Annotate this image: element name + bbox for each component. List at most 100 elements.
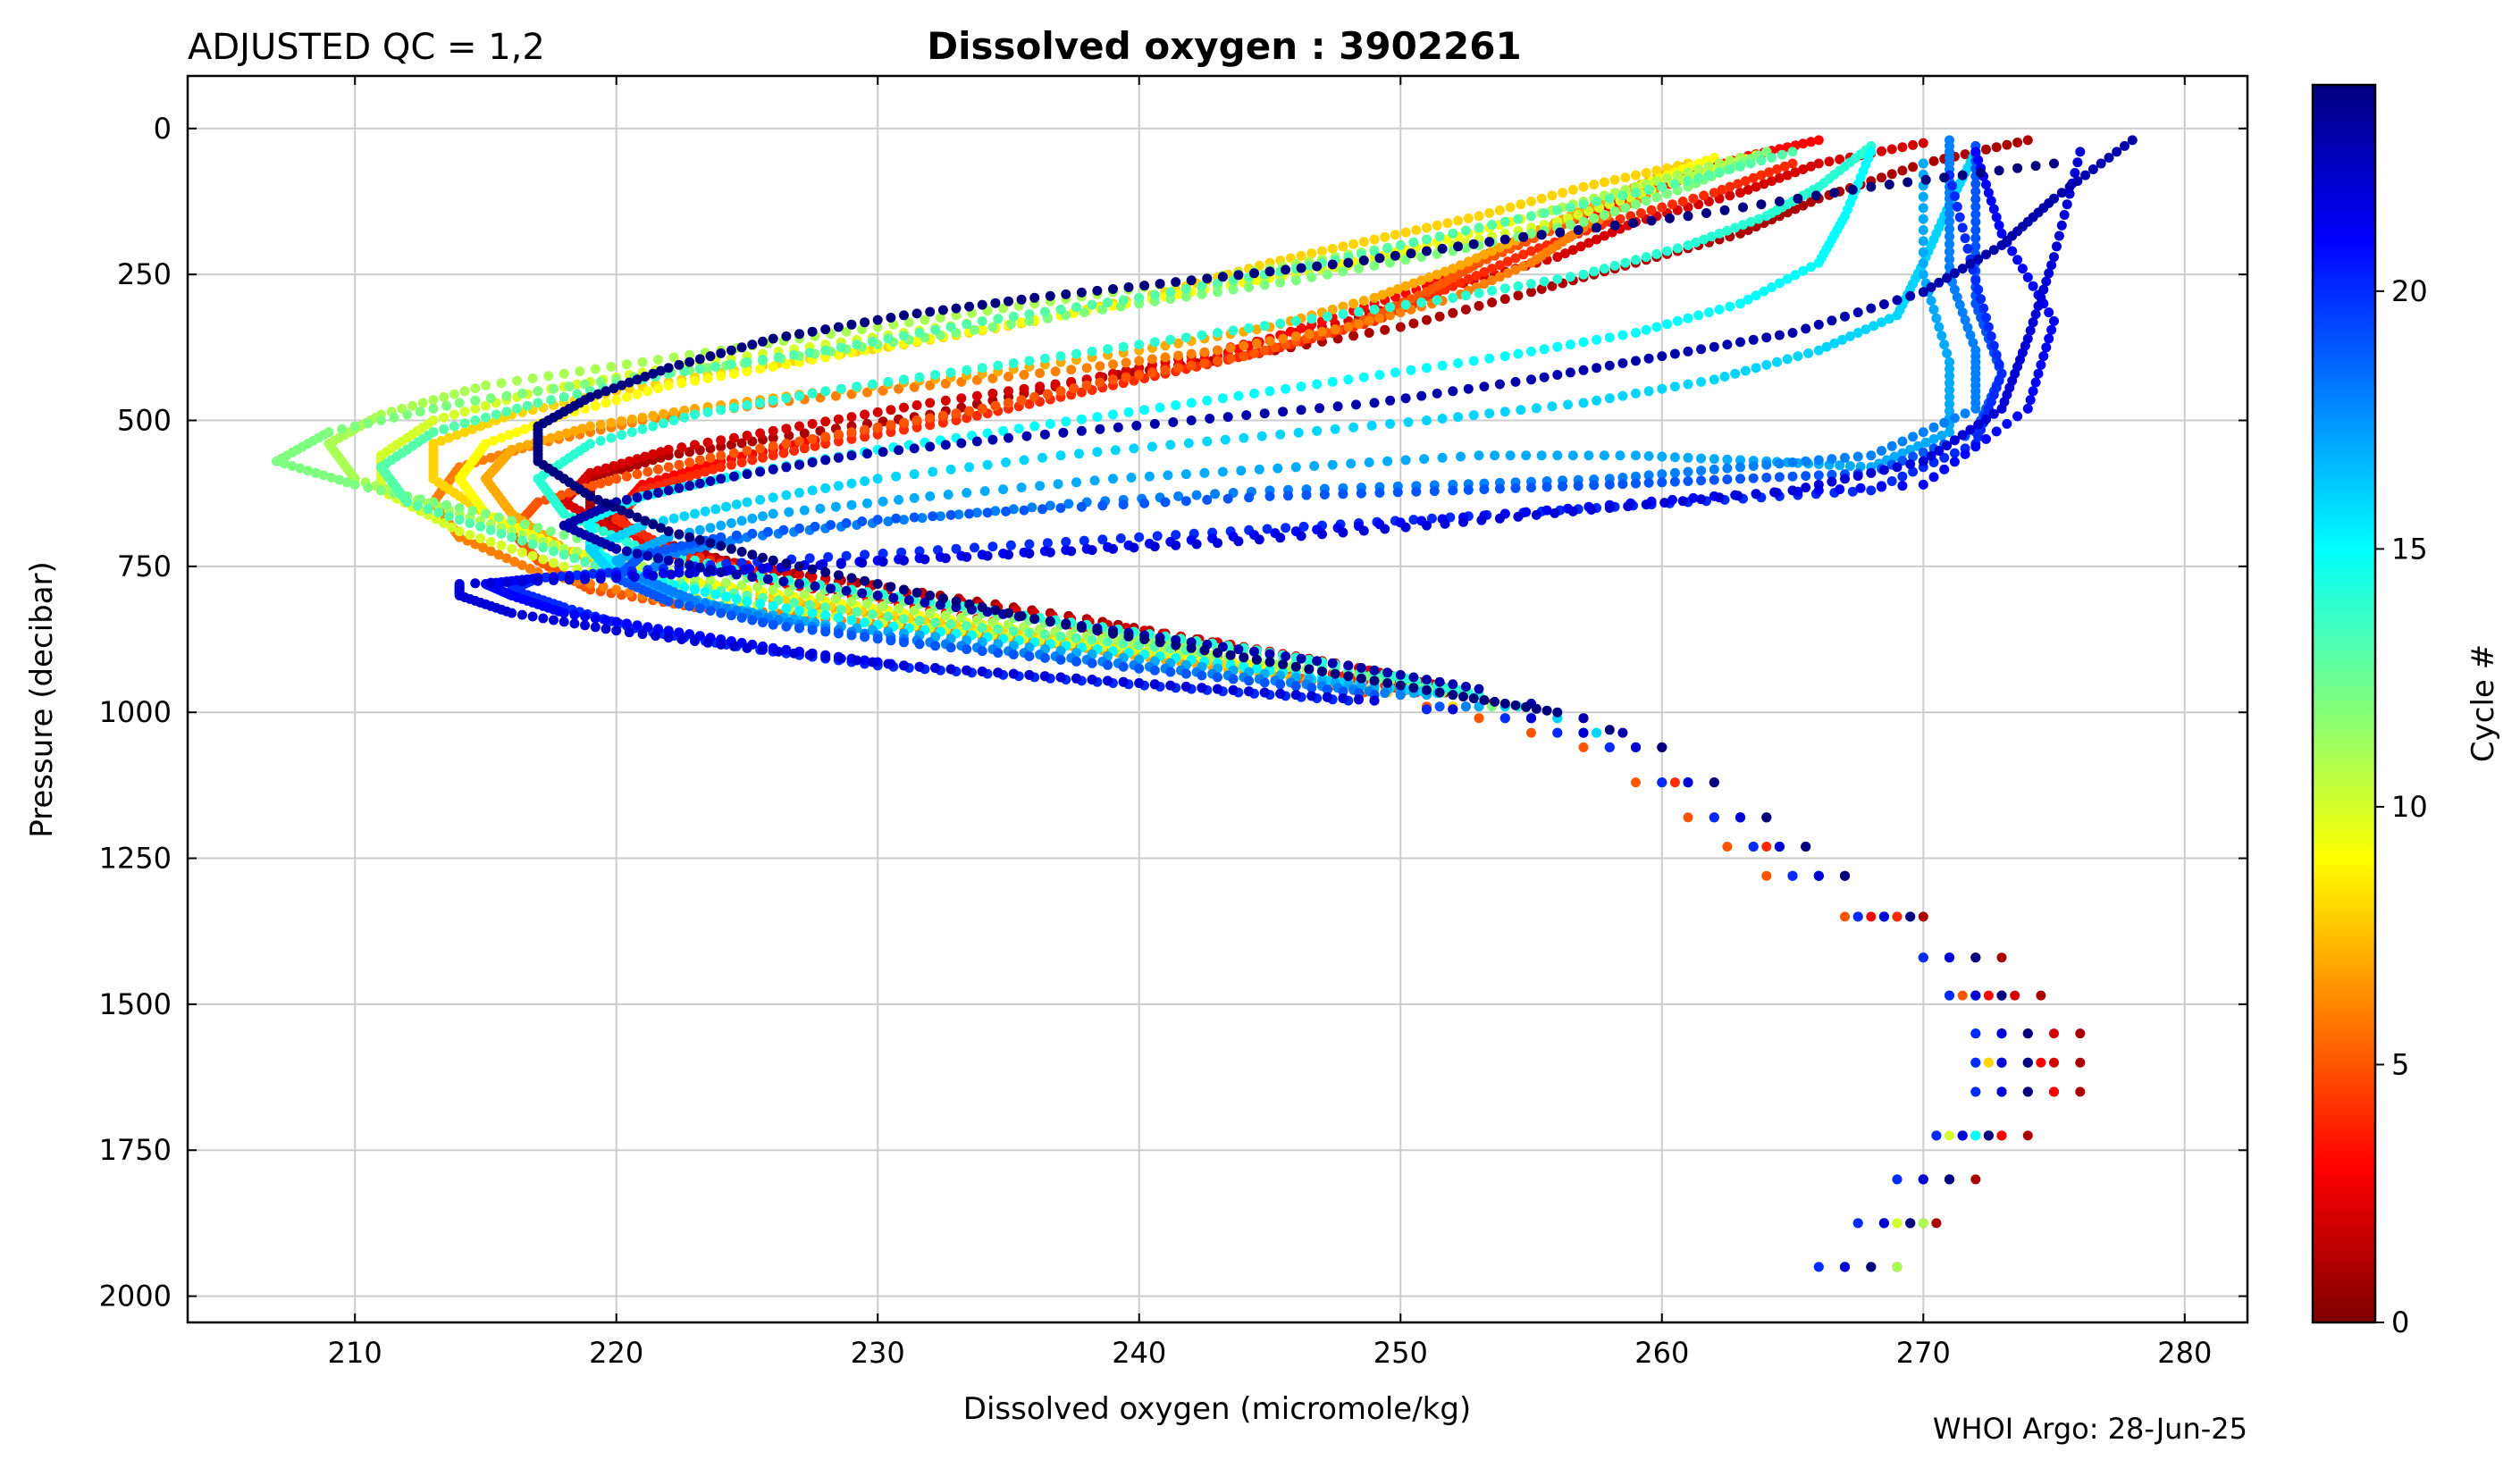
data-point <box>1997 369 2007 379</box>
data-point <box>520 519 530 529</box>
data-point <box>868 658 878 667</box>
data-point <box>964 462 974 472</box>
data-point <box>925 491 935 501</box>
data-point <box>690 410 700 420</box>
data-point <box>794 391 804 401</box>
data-point <box>591 622 601 632</box>
data-point <box>460 386 470 396</box>
data-point <box>491 410 501 420</box>
data-point <box>978 363 987 373</box>
data-point <box>1566 203 1575 213</box>
data-point <box>1684 167 1693 177</box>
data-point <box>486 578 496 588</box>
data-point <box>1265 386 1275 396</box>
data-point <box>497 541 507 550</box>
data-point <box>1095 378 1105 388</box>
data-point <box>1432 221 1442 231</box>
data-point <box>1430 486 1440 496</box>
data-point <box>758 617 768 627</box>
data-point <box>1866 450 1876 460</box>
data-point <box>1919 952 1928 962</box>
data-point <box>1432 295 1442 305</box>
data-point <box>486 537 496 547</box>
data-point <box>1976 294 1986 304</box>
data-point <box>1058 428 1068 438</box>
data-point <box>1751 363 1761 373</box>
data-point <box>1165 681 1175 691</box>
data-point <box>862 449 872 458</box>
data-point <box>1474 222 1484 232</box>
data-point <box>703 373 713 383</box>
data-point <box>769 426 778 436</box>
data-point <box>1893 1174 1903 1184</box>
data-point <box>1121 373 1131 382</box>
data-point <box>1610 175 1620 185</box>
data-point <box>808 434 818 444</box>
data-point <box>1275 278 1285 288</box>
data-point <box>1547 190 1557 200</box>
data-point <box>494 513 504 523</box>
data-point <box>1749 461 1759 471</box>
data-point <box>1592 335 1601 345</box>
data-point <box>1537 450 1547 460</box>
data-point <box>873 591 883 600</box>
data-point <box>1720 372 1730 382</box>
data-point <box>1801 471 1810 481</box>
data-point <box>538 542 548 552</box>
data-point <box>758 564 768 574</box>
data-point <box>486 525 496 535</box>
data-point <box>1950 449 1960 458</box>
data-point <box>2062 199 2072 209</box>
data-point <box>1579 743 1589 752</box>
data-point <box>1715 159 1725 169</box>
data-point <box>1788 472 1798 482</box>
data-point <box>1592 197 1601 206</box>
data-point <box>808 389 818 399</box>
data-point <box>1657 182 1667 192</box>
data-point <box>1040 630 1050 640</box>
data-point <box>676 378 686 388</box>
data-point <box>1631 479 1641 489</box>
data-point <box>1197 683 1206 692</box>
data-point <box>585 422 595 432</box>
data-point <box>2075 1058 2085 1068</box>
data-point <box>1631 255 1641 264</box>
data-point <box>716 533 726 542</box>
data-point <box>1579 270 1589 280</box>
data-point <box>569 553 579 563</box>
data-point <box>633 549 643 558</box>
data-point <box>747 514 757 524</box>
data-point <box>808 608 818 618</box>
data-point <box>664 462 674 472</box>
data-point <box>606 418 616 428</box>
data-point <box>1704 162 1714 172</box>
data-point <box>559 369 569 379</box>
data-point <box>1958 991 1968 1001</box>
data-point <box>1056 655 1066 665</box>
data-point <box>878 557 888 566</box>
data-point <box>1866 911 1876 921</box>
data-point <box>1767 153 1777 163</box>
data-point <box>1338 309 1348 319</box>
data-point <box>1199 468 1209 478</box>
data-point <box>743 400 752 410</box>
data-point <box>1438 414 1448 424</box>
data-point <box>928 467 937 477</box>
data-point <box>1029 392 1039 402</box>
data-point <box>2049 1028 2059 1038</box>
data-point <box>1161 498 1171 508</box>
data-point <box>1380 688 1390 698</box>
data-point <box>1233 391 1243 401</box>
data-point <box>1735 812 1745 822</box>
data-point <box>1260 321 1270 331</box>
data-point <box>769 465 778 474</box>
data-point <box>899 418 909 428</box>
data-point <box>1312 380 1322 390</box>
data-point <box>716 371 726 381</box>
data-point <box>1441 519 1450 529</box>
data-point <box>743 643 752 653</box>
data-point <box>886 405 895 415</box>
data-point <box>1213 356 1222 365</box>
data-point <box>1374 314 1384 323</box>
data-point <box>1108 359 1118 369</box>
